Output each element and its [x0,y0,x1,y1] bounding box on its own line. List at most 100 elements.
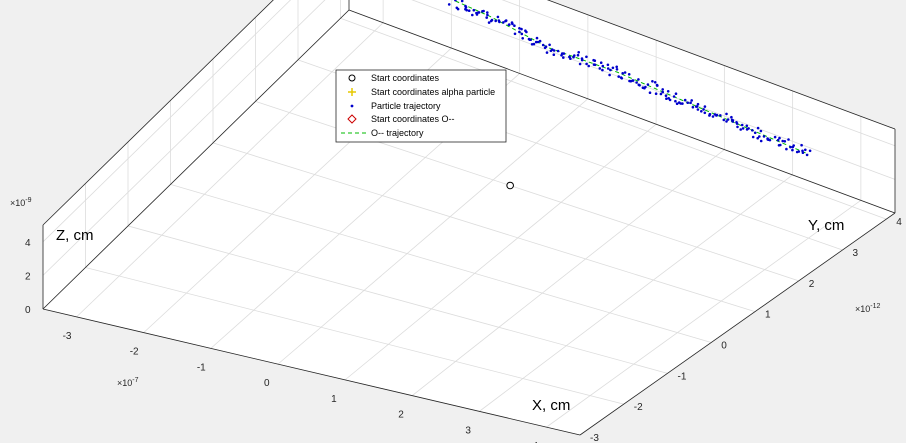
trajectory-point [460,0,464,3]
trajectory-point [691,105,695,109]
legend-entry-o-start: Start coordinates O-- [347,114,455,124]
trajectory-point [674,92,678,95]
trajectory-point [513,24,516,28]
x-exponent: ×10-7 [117,377,139,388]
trajectory-point [599,61,603,64]
trajectory-point [518,30,521,34]
x-tick-label: -1 [197,362,206,373]
trajectory-point [572,55,575,59]
trajectory-point [725,112,728,116]
y-axis-label: Y, cm [808,217,844,234]
x-tick-label: 0 [264,378,270,389]
trajectory-point [635,81,638,84]
trajectory-point [593,63,597,67]
trajectory-point [741,127,745,130]
trajectory-point [534,40,538,44]
trajectory-point [513,32,517,36]
trajectory-point [686,101,689,104]
legend-entry-alpha-start: Start coordinates alpha particle [348,87,495,97]
y-tick-label: -2 [634,402,643,413]
y-tick-label: 3 [853,248,859,259]
legend-entry-particle-trajectory: Particle trajectory [350,101,441,111]
trajectory-point [545,51,549,54]
trajectory-point [536,40,540,44]
trajectory-point [783,140,787,143]
trajectory-point [477,11,480,14]
trajectory-point [661,88,664,91]
box-edge [348,9,896,214]
trajectory-point [615,68,619,71]
x-tick-label: -3 [63,331,72,342]
trajectory-point [668,98,672,102]
trajectory-point [792,144,795,147]
trajectory-point [768,138,772,142]
trajectory-point [781,139,784,143]
trajectory-point [804,148,807,152]
trajectory-point [702,108,705,111]
trajectory-point [562,56,565,59]
trajectory-point [485,16,489,19]
trajectory-point [615,65,618,69]
trajectory-point [487,21,491,24]
trajectory-point [787,138,790,141]
trajectory-point [800,143,803,147]
trajectory-point [464,6,468,9]
trajectory-point [611,66,615,70]
trajectory-point [695,105,699,108]
trajectory-point [656,84,659,87]
trajectory-point [756,136,759,140]
trajectory-point [532,42,536,46]
trajectory-point [762,135,766,138]
trajectory-point [580,58,584,62]
start-coordinates-markers [506,181,514,190]
z-tick-label: 4 [25,238,31,249]
trajectory-point [696,108,700,111]
trajectory-point [502,21,505,24]
trajectory-point [745,124,749,128]
trajectory-point [703,111,707,115]
trajectory-point [731,120,734,123]
trajectory-point [520,27,523,31]
trajectory-point [651,80,654,83]
trajectory-point [577,51,580,54]
trajectory-point [535,36,539,40]
trajectory-point [674,99,677,103]
y-tick-label: 2 [809,279,815,290]
trajectory-point [703,105,707,108]
trajectory-point [496,15,500,19]
trajectory-point [791,148,794,152]
trajectory-point [725,120,728,123]
y-tick-label: -3 [590,433,599,443]
trajectory-point [486,13,489,17]
trajectory-point [700,110,703,113]
trajectory-point [672,95,676,98]
start-coordinates-marker [506,181,514,190]
y-gridline [127,225,668,374]
trajectory-point [543,46,547,49]
trajectory-point [494,19,498,23]
legend-label: Start coordinates alpha particle [371,87,495,97]
trajectory-point [490,18,494,22]
trajectory-point [785,147,788,151]
trajectory-point [617,75,620,78]
z-axis-label: Z, cm [56,227,94,244]
trajectory-point [801,149,804,153]
y-exponent: ×10-12 [855,303,881,314]
trajectory-point [751,129,754,132]
legend-diamond-icon [347,114,357,124]
trajectory-point [665,97,668,100]
trajectory-point [637,78,640,81]
trajectory-point [608,73,611,77]
trajectory-point [690,99,693,102]
legend-label: Start coordinates O-- [371,114,455,124]
y-gridline [340,17,887,220]
trajectory-point [454,0,457,2]
trajectory-point [689,101,692,105]
z-gridline-side [42,0,326,276]
trajectory-point [587,64,590,68]
box-edge [42,9,350,310]
trajectory-point [471,13,474,17]
legend-label: Particle trajectory [371,101,441,111]
trajectory-point [548,43,551,47]
